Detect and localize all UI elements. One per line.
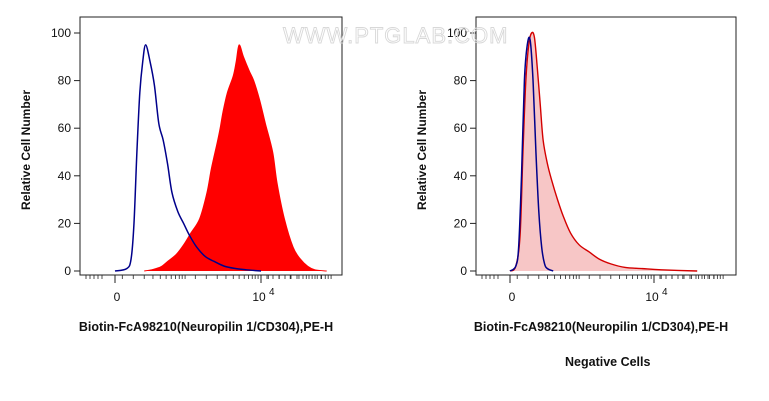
chart-left: 0 20 40 60 80 100 0 10 4 Biotin-FcA98210(Neuropil… — [19, 16, 343, 334]
histogram-line-0-1 — [114, 44, 262, 272]
y-tick-label-1-100: 100 — [447, 26, 467, 40]
x-tick-label-1-0: 0 — [509, 290, 516, 304]
y-tick-label-1-60: 60 — [454, 121, 468, 135]
x-axis-label-0: Biotin-FcA98210(Neuropilin 1/CD304),PE-H — [79, 320, 333, 334]
y-tick-label-0-40: 40 — [58, 169, 72, 183]
y-tick-label-1-20: 20 — [454, 216, 468, 230]
histogram-area-0-0 — [144, 44, 327, 271]
plot-frame-0 — [79, 16, 343, 276]
x-axis-label-1: Biotin-FcA98210(Neuropilin 1/CD304),PE-H — [474, 320, 728, 334]
y-tick-label-0-60: 60 — [58, 121, 72, 135]
y-tick-label-1-80: 80 — [454, 74, 468, 88]
y-tick-label-1-0: 0 — [460, 264, 467, 278]
watermark-text: WWW.PTGLAB.COM — [283, 23, 508, 48]
histogram-outline-0-0 — [144, 44, 327, 272]
y-tick-label-0-100: 100 — [51, 26, 71, 40]
y-axis-label-0: Relative Cell Number — [19, 90, 33, 210]
histogram-outline-1-0 — [509, 31, 698, 272]
x-tick-label-1-1: 10 — [645, 290, 659, 304]
x-tick-exponent-1-1: 4 — [662, 287, 668, 298]
y-tick-label-0-20: 20 — [58, 216, 72, 230]
y-tick-label-1-40: 40 — [454, 169, 468, 183]
x-tick-exponent-0-1: 4 — [269, 287, 275, 298]
chart-right: 0 20 40 60 80 100 0 10 4 Biotin-FcA98210(Neuropil… — [415, 16, 737, 334]
x-tick-label-0-0: 0 — [114, 290, 121, 304]
y-axis-label-1: Relative Cell Number — [415, 90, 429, 210]
plot-frame-1 — [475, 16, 737, 276]
histogram-line-1-1 — [509, 36, 554, 272]
histogram-area-1-0 — [510, 32, 698, 271]
negative-cells-caption: Negative Cells — [565, 355, 651, 369]
y-tick-label-0-0: 0 — [64, 264, 71, 278]
y-tick-label-0-80: 80 — [58, 74, 72, 88]
x-tick-label-0-1: 10 — [252, 290, 266, 304]
